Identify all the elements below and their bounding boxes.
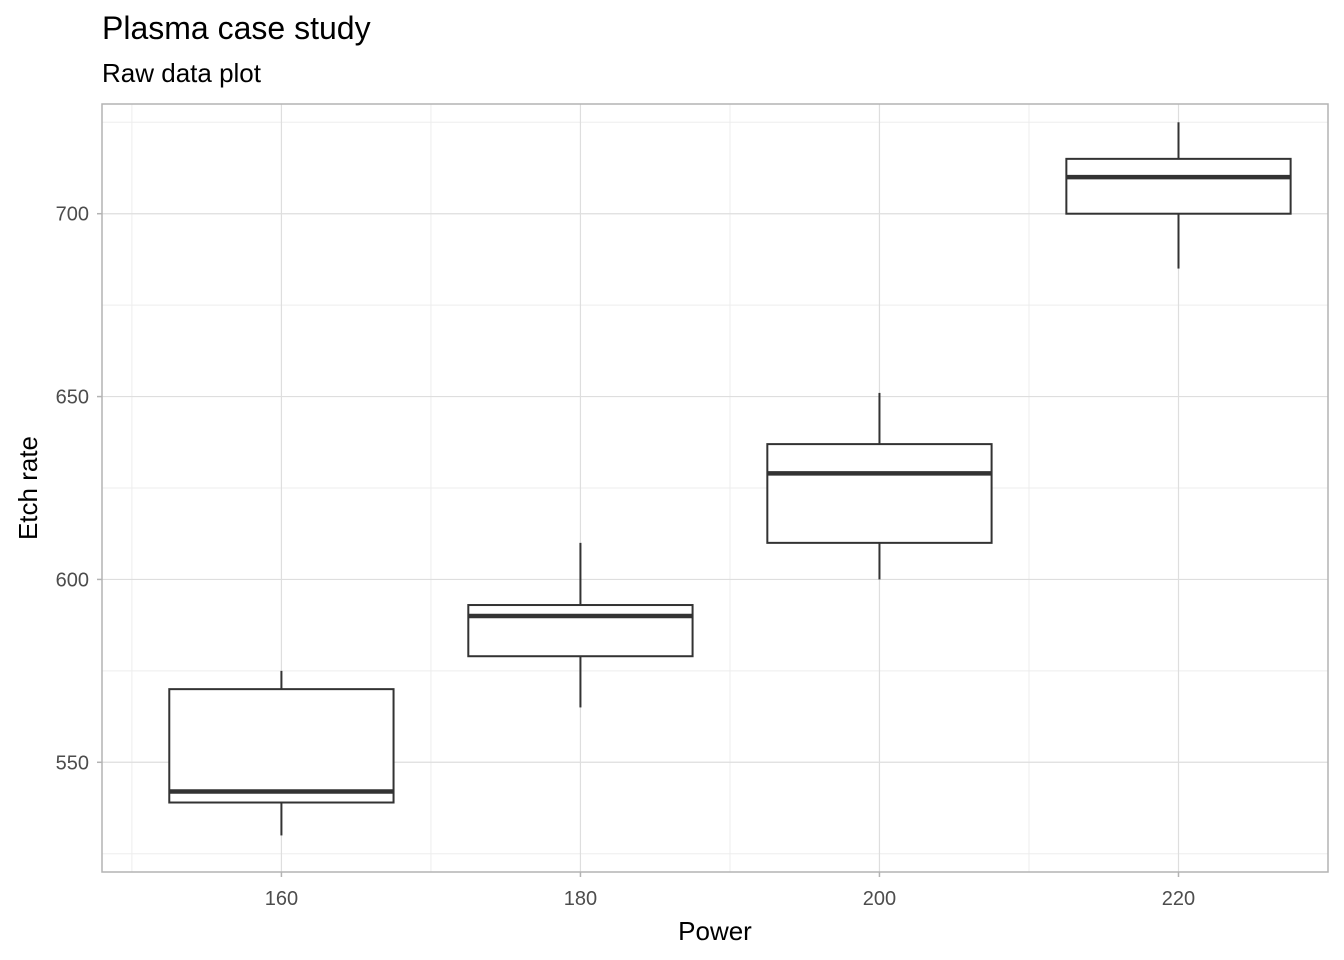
tick-layer: 550 600 650 700 160 180 200 220 [56, 204, 1196, 910]
x-tick-label: 160 [265, 888, 298, 910]
x-tick-label: 220 [1162, 888, 1195, 910]
chart-title: Plasma case study [102, 10, 371, 46]
y-tick-label: 550 [56, 752, 89, 774]
box [168, 688, 395, 804]
y-axis-title: Etch rate [13, 436, 43, 540]
box [766, 443, 993, 544]
box [1065, 157, 1292, 215]
box-group-220 [1065, 122, 1292, 269]
x-tick-label: 180 [564, 888, 597, 910]
grid-layer [102, 104, 1329, 872]
x-axis-title: Power [678, 916, 752, 946]
box-layer [168, 122, 1292, 836]
panel-border [101, 103, 1329, 873]
y-tick-label: 700 [56, 204, 89, 226]
y-tick-label: 650 [56, 387, 89, 409]
box-group-180 [467, 542, 694, 708]
box-group-200 [766, 392, 993, 580]
chart-subtitle: Raw data plot [102, 58, 261, 88]
box [467, 604, 694, 658]
box-group-160 [168, 670, 395, 836]
x-tick-label: 200 [863, 888, 896, 910]
y-tick-label: 600 [56, 569, 89, 591]
